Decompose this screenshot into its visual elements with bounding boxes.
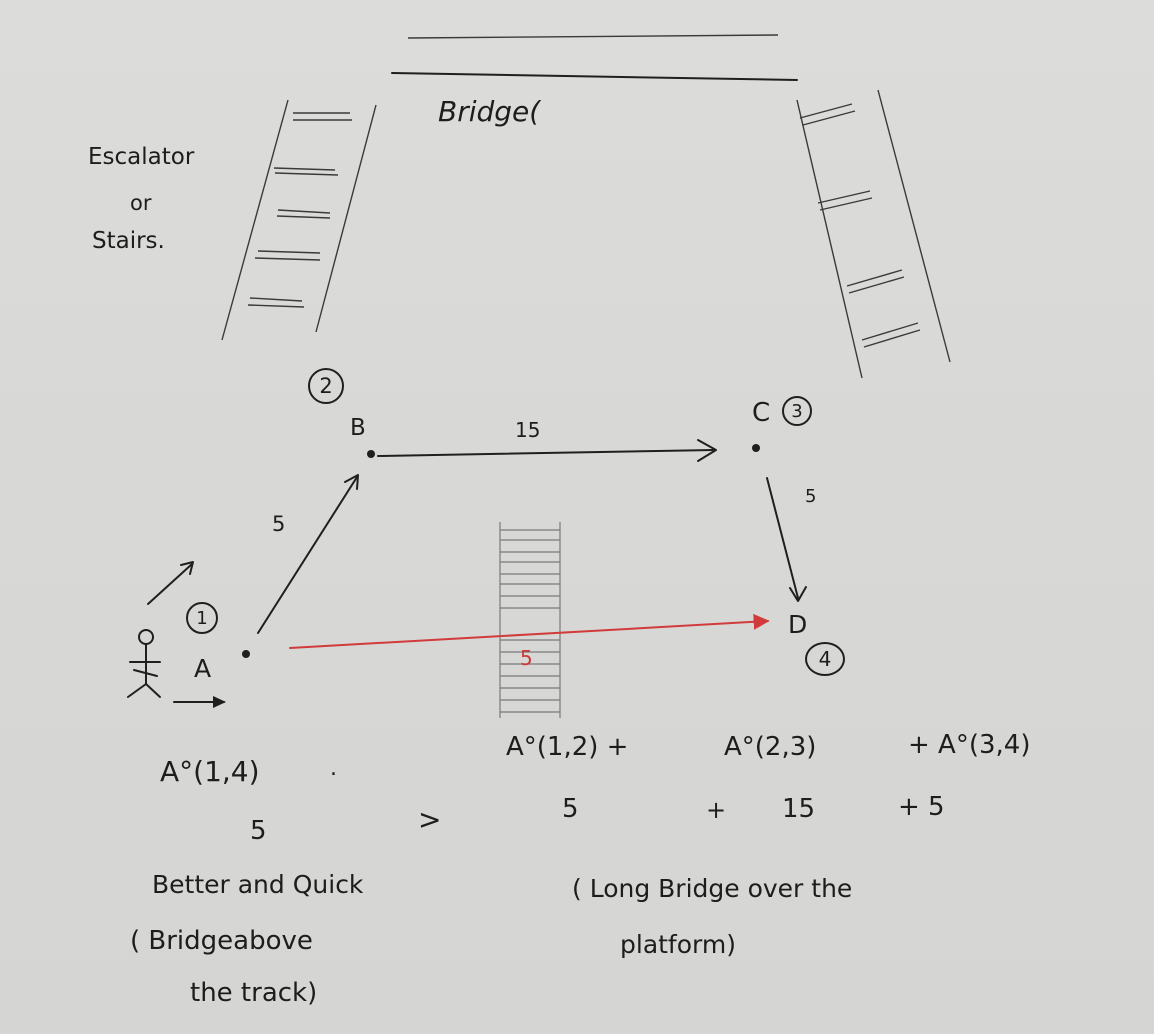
direct-path-term-dot: .: [330, 756, 337, 781]
path-value-2: 15: [782, 794, 816, 824]
left-note-line-1: Better and Quick: [152, 870, 364, 899]
node-d-number-badge: 4: [805, 642, 845, 676]
person-figure: [127, 629, 161, 698]
direct-path-term: A°(1,4): [160, 755, 260, 788]
path-value-3: + 5: [898, 792, 945, 822]
path-term-3: + A°(3,4): [908, 730, 1031, 760]
path-term-1: A°(1,2) +: [506, 732, 629, 762]
node-d-label: D: [788, 610, 808, 639]
path-value-1: 5: [562, 794, 579, 824]
node-a-number-badge: 1: [186, 602, 218, 634]
edge-a-d-red-arrow: [289, 613, 770, 649]
edge-b-c-arrow: [377, 439, 717, 462]
node-b-point: [367, 450, 375, 458]
edge-a-d-weight: 5: [520, 646, 533, 670]
node-c-point: [752, 444, 760, 452]
node-c-label: C: [752, 398, 771, 428]
edge-a-b-weight: 5: [272, 512, 286, 536]
edge-b-c-weight: 15: [515, 418, 541, 442]
edge-c-d-arrow: [766, 477, 807, 602]
comparison-symbol: >: [418, 803, 442, 836]
edge-a-b-arrow: [257, 474, 359, 634]
path-term-2: A°(2,3): [724, 732, 817, 762]
left-note-line-2: ( Bridgeabove: [130, 926, 313, 956]
path-plus-1: +: [706, 796, 727, 824]
escalator-label: Escalator: [88, 144, 195, 170]
node-c-number-badge: 3: [782, 396, 812, 426]
right-note-line-1: ( Long Bridge over the: [572, 874, 853, 903]
person-direction-up-arrow: [147, 561, 194, 605]
person-direction-right-arrow: [173, 696, 226, 708]
track-ladder: [499, 522, 561, 718]
right-note-line-2: platform): [620, 930, 736, 959]
left-stairs: [221, 99, 377, 341]
right-stairs: [796, 89, 951, 379]
direct-path-value: 5: [250, 816, 267, 846]
left-note-line-3: the track): [190, 978, 318, 1008]
escalator-or-label: or: [130, 191, 152, 215]
bridge-deck: [391, 34, 798, 81]
node-b-number-badge: 2: [308, 368, 344, 404]
bridge-label: Bridge(: [438, 95, 541, 128]
node-a-point: [242, 650, 250, 658]
node-b-label: B: [350, 415, 366, 441]
stairs-label: Stairs.: [92, 228, 165, 254]
node-a-label: A: [194, 654, 212, 683]
edge-c-d-weight: 5: [805, 486, 817, 507]
